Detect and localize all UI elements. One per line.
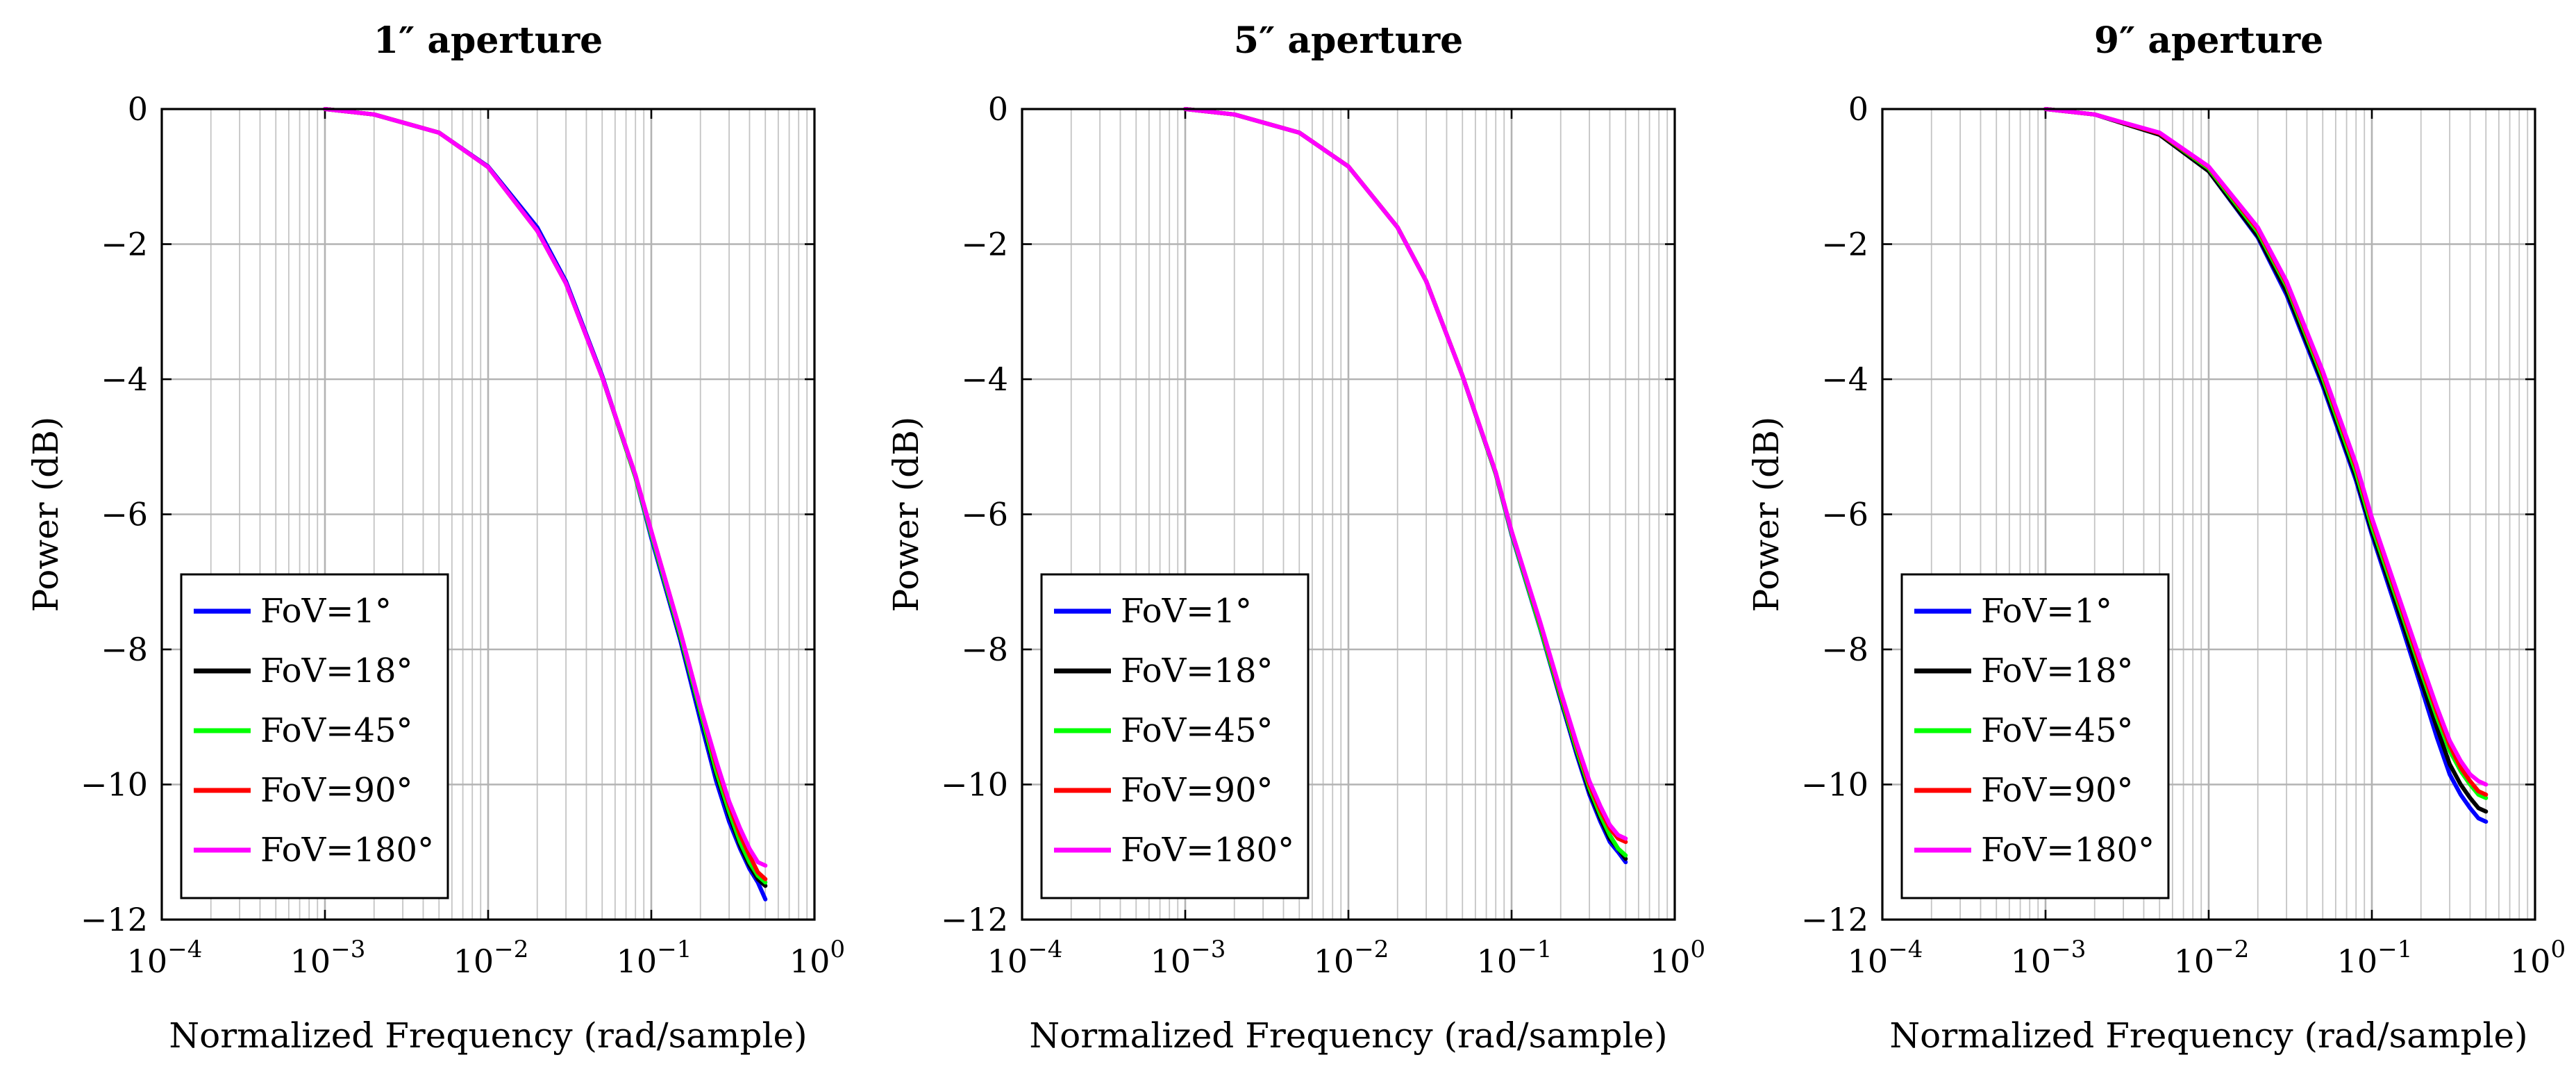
x-axis-label: Normalized Frequency (rad/sample) bbox=[1029, 1015, 1667, 1056]
chart-title: 5″ aperture bbox=[1234, 19, 1463, 62]
x-tick-label: 10−3 bbox=[1151, 936, 1226, 980]
legend-label: FoV=45° bbox=[260, 711, 413, 750]
y-tick-label: 0 bbox=[1848, 90, 1868, 128]
y-tick-label: −10 bbox=[1801, 766, 1868, 804]
series-line-5 bbox=[2043, 107, 2489, 787]
legend-label: FoV=18° bbox=[260, 651, 413, 690]
x-tick-label: 10−3 bbox=[290, 936, 366, 980]
y-tick-label: −8 bbox=[961, 631, 1008, 668]
y-tick-label: −2 bbox=[961, 226, 1008, 263]
chart-panel-3: 10−4 10−3 10−2 10−1 100 0 −2 −4 −6 −8 −10 −12 9″ ape… bbox=[1746, 19, 2566, 1056]
chart-panel-1: 10−4 10−3 10−2 10−1 100 0 −2 −4 −6 −8 −10 −12 1″ ape… bbox=[26, 19, 845, 1056]
legend-label: FoV=18° bbox=[1121, 651, 1273, 690]
y-tick-label: −6 bbox=[961, 496, 1008, 533]
x-axis-label: Normalized Frequency (rad/sample) bbox=[169, 1015, 807, 1056]
x-tick-label: 10−4 bbox=[987, 936, 1063, 980]
x-tick-label: 10−1 bbox=[2337, 936, 2413, 980]
legend: FoV=1° FoV=18° FoV=45° FoV=90° FoV=180° bbox=[1040, 573, 1310, 899]
y-tick-label: −4 bbox=[101, 360, 148, 398]
legend-label: FoV=18° bbox=[1981, 651, 2134, 690]
legend: FoV=1° FoV=18° FoV=45° FoV=90° FoV=180° bbox=[1900, 573, 2170, 899]
x-tick-label: 10−1 bbox=[617, 936, 692, 980]
y-tick-label: −12 bbox=[81, 901, 148, 938]
y-tick-label: −2 bbox=[101, 226, 148, 263]
plot-frame bbox=[160, 108, 816, 921]
legend-label: FoV=180° bbox=[260, 831, 434, 870]
y-axis-label: Power (dB) bbox=[886, 417, 926, 613]
y-tick-label: −10 bbox=[941, 766, 1008, 804]
x-tick-label: 100 bbox=[2510, 936, 2566, 980]
y-axis-label: Power (dB) bbox=[1746, 417, 1787, 613]
x-tick-label: 10−2 bbox=[453, 936, 529, 980]
legend-label: FoV=180° bbox=[1981, 831, 2155, 870]
legend-label: FoV=90° bbox=[260, 771, 413, 810]
y-tick-label: −12 bbox=[941, 901, 1008, 938]
x-tick-label: 10−3 bbox=[2011, 936, 2086, 980]
y-tick-label: −6 bbox=[101, 496, 148, 533]
x-tick-label: 100 bbox=[789, 936, 845, 980]
legend-box bbox=[1900, 573, 2170, 899]
chart-title: 9″ aperture bbox=[2094, 19, 2323, 62]
legend-label: FoV=180° bbox=[1121, 831, 1294, 870]
x-tick-label: 10−4 bbox=[127, 936, 203, 980]
series-line-5 bbox=[1183, 107, 1628, 841]
x-tick-label: 100 bbox=[1650, 936, 1705, 980]
legend-label: FoV=1° bbox=[1981, 592, 2112, 631]
chart-title: 1″ aperture bbox=[374, 19, 603, 62]
legend-label: FoV=90° bbox=[1981, 771, 2134, 810]
y-tick-label: −4 bbox=[961, 360, 1008, 398]
legend-label: FoV=1° bbox=[260, 592, 392, 631]
y-tick-label: 0 bbox=[988, 90, 1008, 128]
y-tick-label: −8 bbox=[1821, 631, 1868, 668]
y-tick-label: −6 bbox=[1821, 496, 1868, 533]
y-tick-label: −8 bbox=[101, 631, 148, 668]
y-axis-label: Power (dB) bbox=[26, 417, 66, 613]
y-tick-label: −10 bbox=[81, 766, 148, 804]
x-tick-label: 10−4 bbox=[1848, 936, 1923, 980]
legend-box bbox=[1040, 573, 1310, 899]
y-tick-label: −12 bbox=[1801, 901, 1868, 938]
legend: FoV=1° FoV=18° FoV=45° FoV=90° FoV=180° bbox=[180, 573, 449, 899]
legend-box bbox=[180, 573, 449, 899]
chart-panel-2: 10−4 10−3 10−2 10−1 100 0 −2 −4 −6 −8 −10 −12 5″ ape… bbox=[886, 19, 1705, 1056]
legend-label: FoV=1° bbox=[1121, 592, 1252, 631]
x-axis-label: Normalized Frequency (rad/sample) bbox=[1889, 1015, 2527, 1056]
series-line-5 bbox=[323, 107, 768, 868]
legend-label: FoV=90° bbox=[1121, 771, 1273, 810]
plot-frame bbox=[1021, 108, 1676, 921]
x-tick-label: 10−2 bbox=[2174, 936, 2250, 980]
legend-label: FoV=45° bbox=[1981, 711, 2134, 750]
y-tick-label: 0 bbox=[128, 90, 148, 128]
x-tick-label: 10−1 bbox=[1477, 936, 1553, 980]
plot-frame bbox=[1881, 108, 2536, 921]
legend-label: FoV=45° bbox=[1121, 711, 1273, 750]
y-tick-label: −2 bbox=[1821, 226, 1868, 263]
x-tick-label: 10−2 bbox=[1314, 936, 1389, 980]
y-tick-label: −4 bbox=[1821, 360, 1868, 398]
